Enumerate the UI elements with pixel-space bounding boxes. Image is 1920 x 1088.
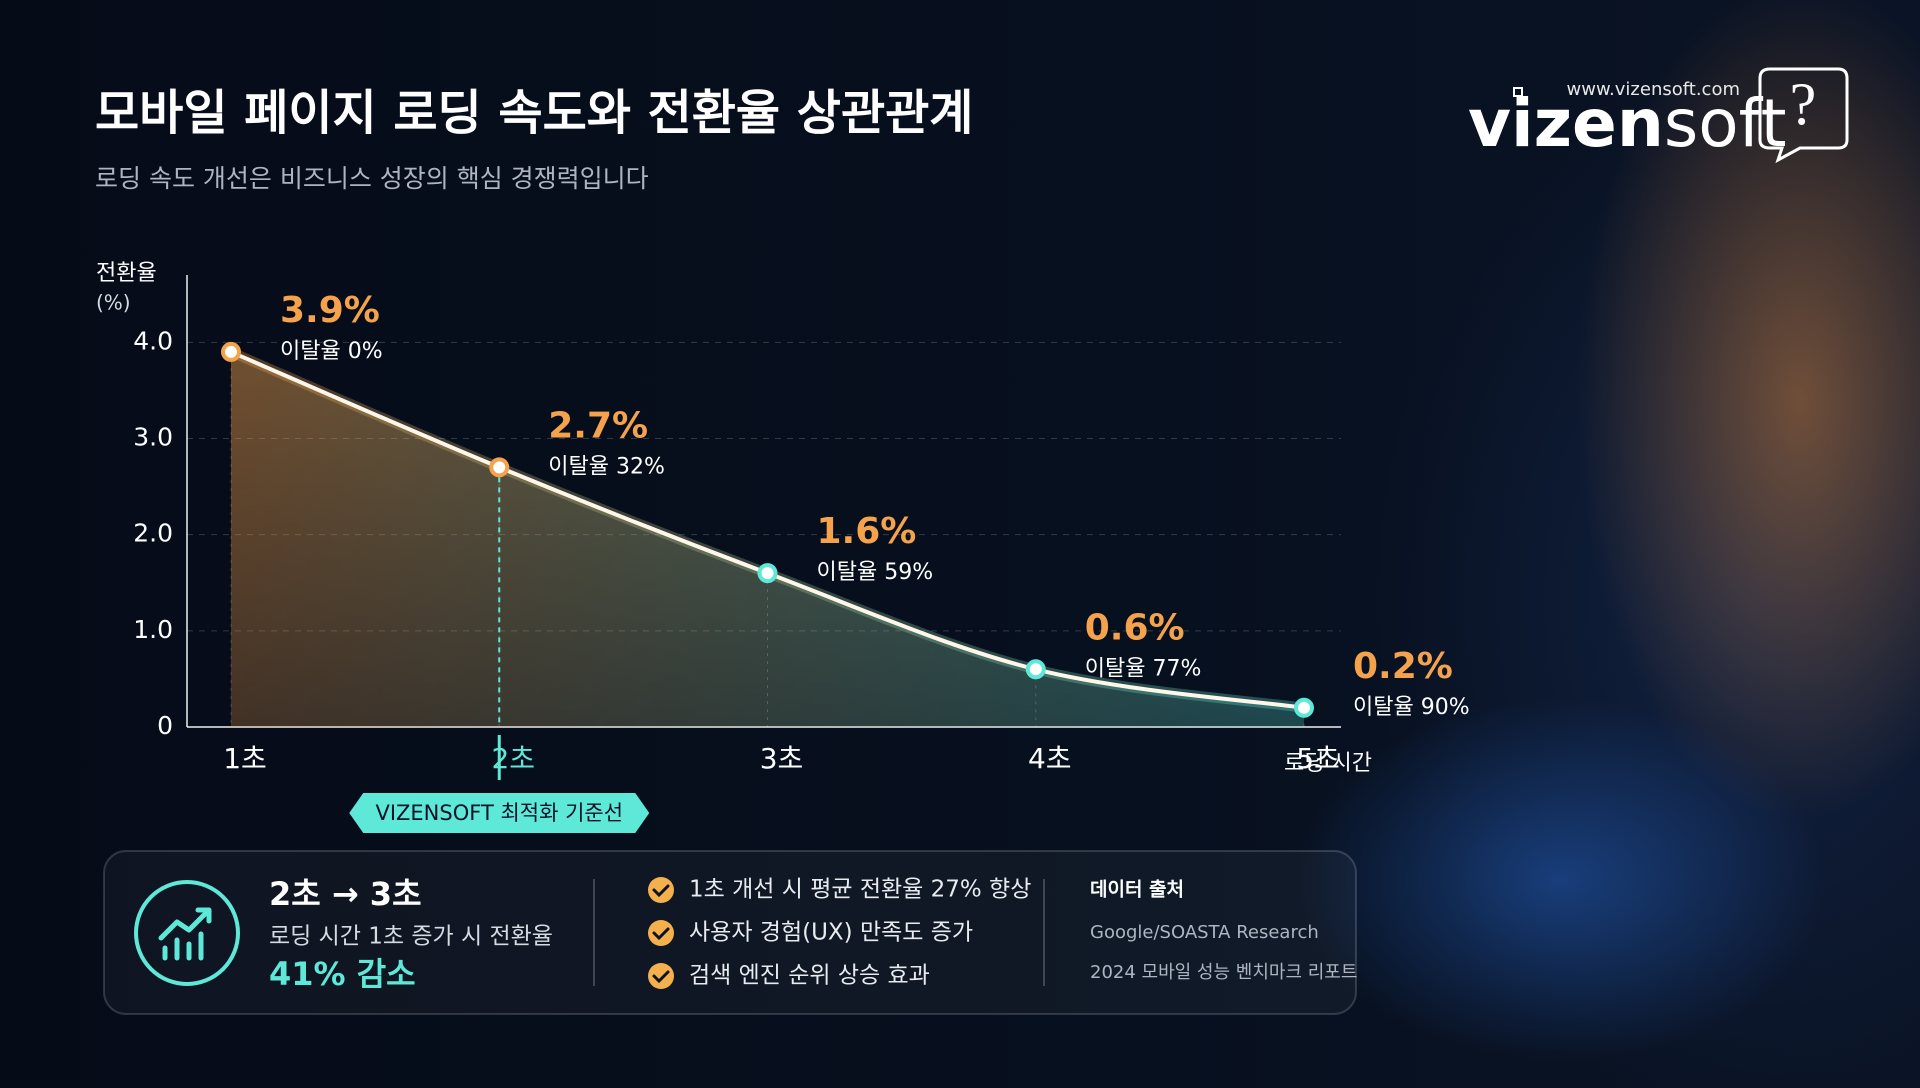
- point: [1025, 659, 1046, 680]
- data-label: 2.7%: [548, 405, 648, 446]
- benefit: 사용자 경험(UX) 만족도 증가: [689, 920, 973, 946]
- source: 2024 모바일 성능 벤치마크 리포트: [1090, 962, 1357, 983]
- x-tick-label: 1초: [223, 742, 267, 775]
- summary-description: 로딩 시간 1초 증가 시 전환율: [269, 924, 553, 950]
- point: [1294, 697, 1314, 718]
- bounce-label: 이탈율 0%: [280, 339, 383, 364]
- source: Google/SOASTA Research: [1090, 922, 1319, 943]
- area: [231, 351, 1304, 727]
- logo-bold: vizen: [1468, 85, 1664, 162]
- data-label: 0.2%: [1353, 646, 1453, 687]
- data-label: 1.6%: [817, 511, 917, 552]
- y-tick-label: 3.0: [133, 422, 173, 451]
- check-icon: [648, 920, 674, 946]
- data-label: 3.9%: [280, 290, 380, 331]
- x-tick-label: 4초: [1028, 742, 1072, 775]
- logo-bubble: [1758, 67, 1849, 164]
- logo-light: soft: [1664, 85, 1787, 162]
- point: [489, 457, 510, 478]
- bounce-label: 이탈율 90%: [1353, 695, 1470, 720]
- benefit: 검색 엔진 순위 상승 효과: [689, 963, 930, 989]
- page-title: 모바일 페이지 로딩 속도와 전환율 상관관계: [95, 85, 973, 141]
- y-tick-label: 0: [157, 711, 173, 740]
- check-glyph: [652, 884, 670, 898]
- y-tick-label: 1.0: [133, 615, 173, 644]
- source-title: 데이터 출처: [1090, 879, 1184, 901]
- point: [221, 341, 241, 362]
- reference-label: VIZENSOFT 최적화 기준선: [375, 801, 623, 825]
- trend-icon: [134, 880, 240, 986]
- check-icon: [648, 877, 674, 903]
- page-subtitle: 로딩 속도 개선은 비즈니스 성장의 핵심 경쟁력입니다: [95, 164, 649, 193]
- point: [757, 563, 778, 584]
- y-tick-label: 2.0: [133, 519, 173, 548]
- summary-result: 41% 감소: [269, 955, 416, 993]
- reference-badge: [349, 793, 650, 833]
- check-glyph: [652, 970, 670, 984]
- logo-text: vizensoft: [1468, 85, 1787, 162]
- check-icon: [648, 963, 674, 989]
- x-tick-label: 3초: [760, 742, 804, 775]
- benefit: 1초 개선 시 평균 전환율 27% 향상: [689, 877, 1031, 903]
- logo-dot: [1513, 87, 1523, 97]
- logo-icon: ?: [1790, 71, 1817, 137]
- summary-panel: [103, 850, 1357, 1015]
- x-axis-title: 로딩 시간: [1284, 751, 1372, 776]
- x-tick-label: 5초: [1296, 742, 1340, 775]
- check-glyph: [652, 927, 670, 941]
- trend-icon-glyph: [158, 907, 212, 961]
- summary-headline: 2초 → 3초: [269, 875, 422, 913]
- logo-url: www.vizensoft.com: [1567, 79, 1740, 100]
- y-axis-unit: (%): [96, 291, 131, 315]
- bounce-label: 이탈율 59%: [817, 560, 934, 585]
- data-label: 0.6%: [1085, 607, 1185, 648]
- y-tick-label: 4.0: [133, 326, 173, 355]
- bounce-label: 이탈율 77%: [1085, 656, 1202, 681]
- y-axis-title: 전환율: [96, 261, 157, 286]
- bounce-label: 이탈율 32%: [548, 454, 665, 479]
